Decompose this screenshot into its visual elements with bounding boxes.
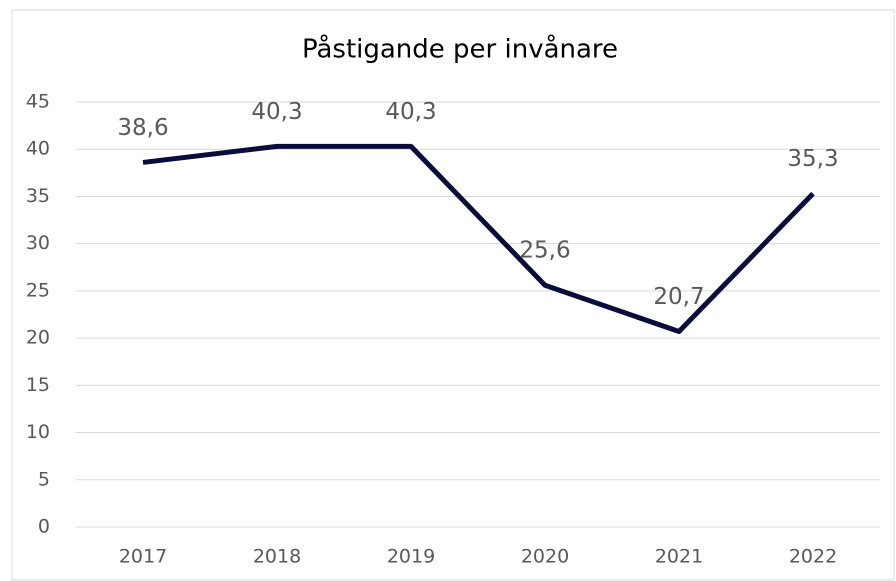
- y-tick-label: 30: [26, 232, 50, 254]
- data-label: 25,6: [519, 238, 570, 264]
- x-tick-label: 2022: [789, 546, 837, 568]
- y-tick-label: 40: [26, 138, 50, 160]
- chart-title: Påstigande per invånare: [302, 34, 618, 65]
- x-tick-label: 2017: [119, 546, 167, 568]
- y-tick-label: 5: [38, 468, 50, 490]
- data-label: 35,3: [787, 146, 838, 172]
- y-tick-label: 35: [26, 185, 50, 207]
- x-tick-label: 2019: [387, 546, 435, 568]
- y-tick-label: 15: [26, 374, 50, 396]
- x-tick-label: 2018: [253, 546, 301, 568]
- data-label: 38,6: [117, 115, 168, 141]
- x-tick-label: 2021: [655, 546, 703, 568]
- y-tick-label: 45: [26, 91, 50, 113]
- chart-border: [11, 9, 895, 581]
- line: [142, 143, 815, 334]
- x-tick-label: 2020: [521, 546, 569, 568]
- y-tick-label: 20: [26, 327, 50, 349]
- data-label: 20,7: [653, 284, 704, 310]
- y-tick-label: 25: [26, 279, 50, 301]
- data-label: 40,3: [385, 99, 436, 125]
- y-tick-label: 0: [38, 516, 50, 538]
- data-label: 40,3: [251, 99, 302, 125]
- y-tick-label: 10: [26, 421, 50, 443]
